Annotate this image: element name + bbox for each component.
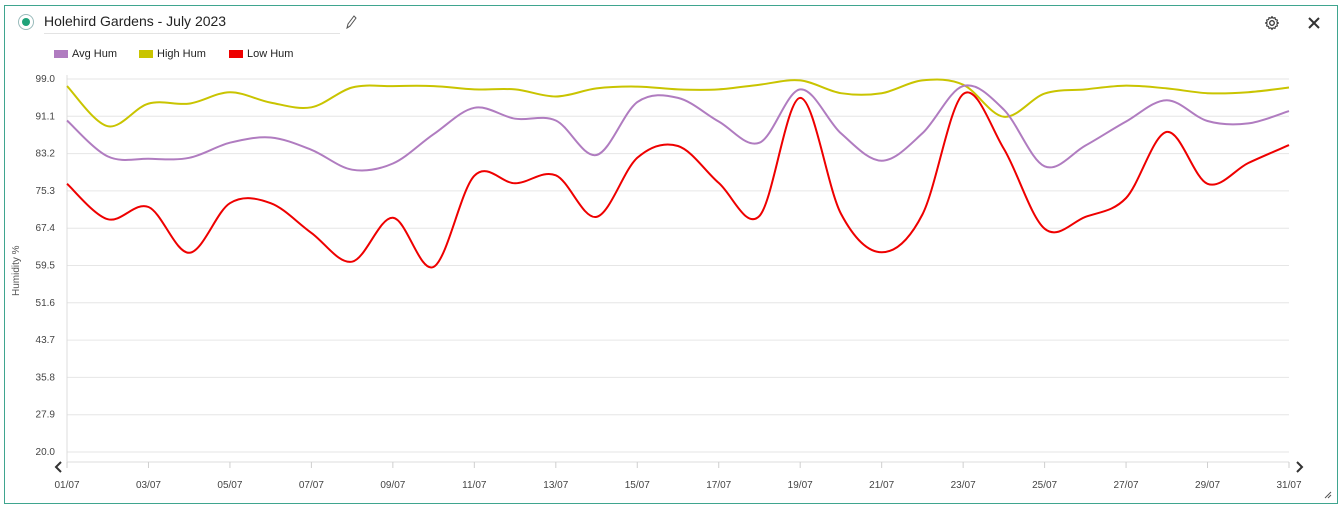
- x-tick-label: 11/07: [462, 480, 487, 491]
- x-tick-label: 03/07: [136, 480, 161, 491]
- y-tick-label: 83.2: [36, 149, 56, 160]
- chart-title: Holehird Gardens - July 2023: [44, 11, 340, 34]
- status-indicator: [18, 14, 34, 30]
- y-tick-label: 67.4: [36, 223, 56, 234]
- grid-lines: [66, 75, 1290, 468]
- x-tick-label: 09/07: [380, 480, 405, 491]
- x-tick-labels: 01/07 03/07 05/07 07/07 09/07 11/07 13/07 15/07…: [54, 480, 1301, 491]
- y-tick-label: 59.5: [36, 261, 56, 272]
- x-tick-label: 21/07: [869, 480, 894, 491]
- series-lines: [66, 78, 1290, 269]
- series-line-high-hum: [66, 78, 1290, 128]
- x-tick-label: 01/07: [54, 480, 79, 491]
- x-tick-label: 29/07: [1195, 480, 1220, 491]
- y-tick-label: 35.8: [36, 372, 56, 383]
- x-tick-label: 31/07: [1276, 480, 1301, 491]
- x-tick-label: 25/07: [1032, 480, 1057, 491]
- x-tick-label: 19/07: [788, 480, 813, 491]
- close-icon[interactable]: [1306, 15, 1322, 31]
- y-tick-label: 75.3: [36, 186, 56, 197]
- y-tick-label: 20.0: [36, 447, 56, 458]
- series-line-avg-hum: [66, 84, 1290, 172]
- gear-icon[interactable]: [1264, 15, 1280, 31]
- x-tick-label: 13/07: [543, 480, 568, 491]
- legend-item-high-hum[interactable]: High Hum: [139, 45, 206, 63]
- legend-swatch-avg: [54, 50, 68, 59]
- x-tick-label: 05/07: [217, 480, 242, 491]
- x-tick-label: 15/07: [625, 480, 650, 491]
- series-line-low-hum: [66, 91, 1290, 269]
- y-tick-labels: 20.0 27.9 35.8 43.7 51.6 59.5 67.4 75.3 83.2 91.1…: [36, 74, 56, 458]
- legend-swatch-low: [229, 50, 243, 59]
- y-tick-label: 27.9: [36, 410, 56, 421]
- legend-swatch-high: [139, 50, 153, 59]
- x-tick-label: 07/07: [299, 480, 324, 491]
- chart-prev-arrow[interactable]: [54, 461, 62, 473]
- chart-next-arrow[interactable]: [1296, 461, 1304, 473]
- x-tick-label: 17/07: [706, 480, 731, 491]
- resize-handle[interactable]: [1324, 491, 1332, 499]
- x-tick-label: 23/07: [951, 480, 976, 491]
- y-tick-label: 51.6: [36, 298, 56, 309]
- legend-label-avg: Avg Hum: [72, 48, 118, 60]
- y-tick-label: 43.7: [36, 335, 56, 346]
- y-tick-label: 91.1: [36, 111, 56, 122]
- legend-label-high: High Hum: [157, 48, 206, 60]
- y-tick-label: 99.0: [36, 74, 56, 85]
- x-tick-label: 27/07: [1114, 480, 1139, 491]
- legend-item-avg-hum[interactable]: Avg Hum: [54, 45, 117, 63]
- legend-item-low-hum[interactable]: Low Hum: [229, 45, 293, 63]
- pencil-icon[interactable]: [344, 14, 358, 30]
- legend-label-low: Low Hum: [247, 48, 294, 60]
